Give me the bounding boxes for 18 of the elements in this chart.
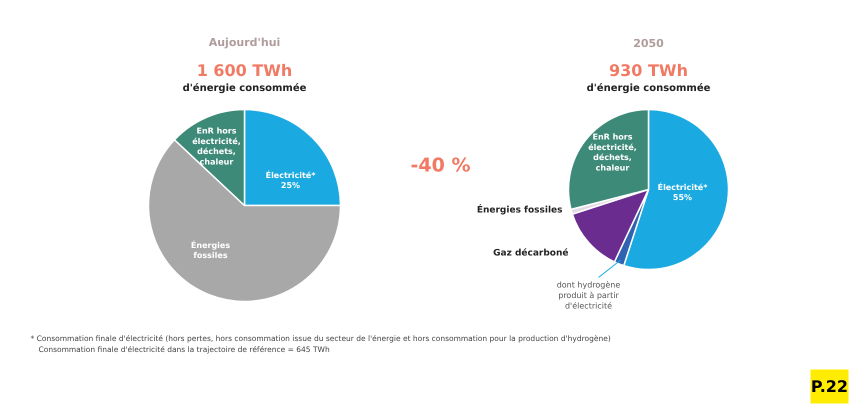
data-label: 55% — [672, 193, 692, 202]
chart-title: 2050 — [633, 37, 664, 50]
chart-subtitle: 930 TWh — [609, 61, 688, 80]
slice-label: dont hydrogène produit à partir d'électricité — [556, 280, 620, 310]
chart-title: Aujourd'hui — [208, 36, 280, 49]
slice-label: Électricité* — [266, 170, 316, 180]
text: d'énergie consommée — [182, 83, 307, 94]
data-label: 25% — [280, 181, 300, 190]
slice-label: Électricité* — [658, 182, 708, 192]
text: -40 % — [410, 154, 470, 176]
text: P.22 — [810, 377, 848, 396]
slice-label: EnR hors électricité, déchets, chaleur — [588, 132, 637, 173]
slice-label: EnR hors électricité, déchets, chaleur — [192, 126, 241, 167]
chart-subtitle: 1 600 TWh — [196, 61, 292, 80]
slice-label: Gaz décarboné — [493, 248, 569, 258]
text: d'énergie consommée — [586, 83, 711, 94]
slice-label: Énergies fossiles — [476, 204, 563, 216]
slice-label: Énergies fossiles — [190, 240, 230, 260]
